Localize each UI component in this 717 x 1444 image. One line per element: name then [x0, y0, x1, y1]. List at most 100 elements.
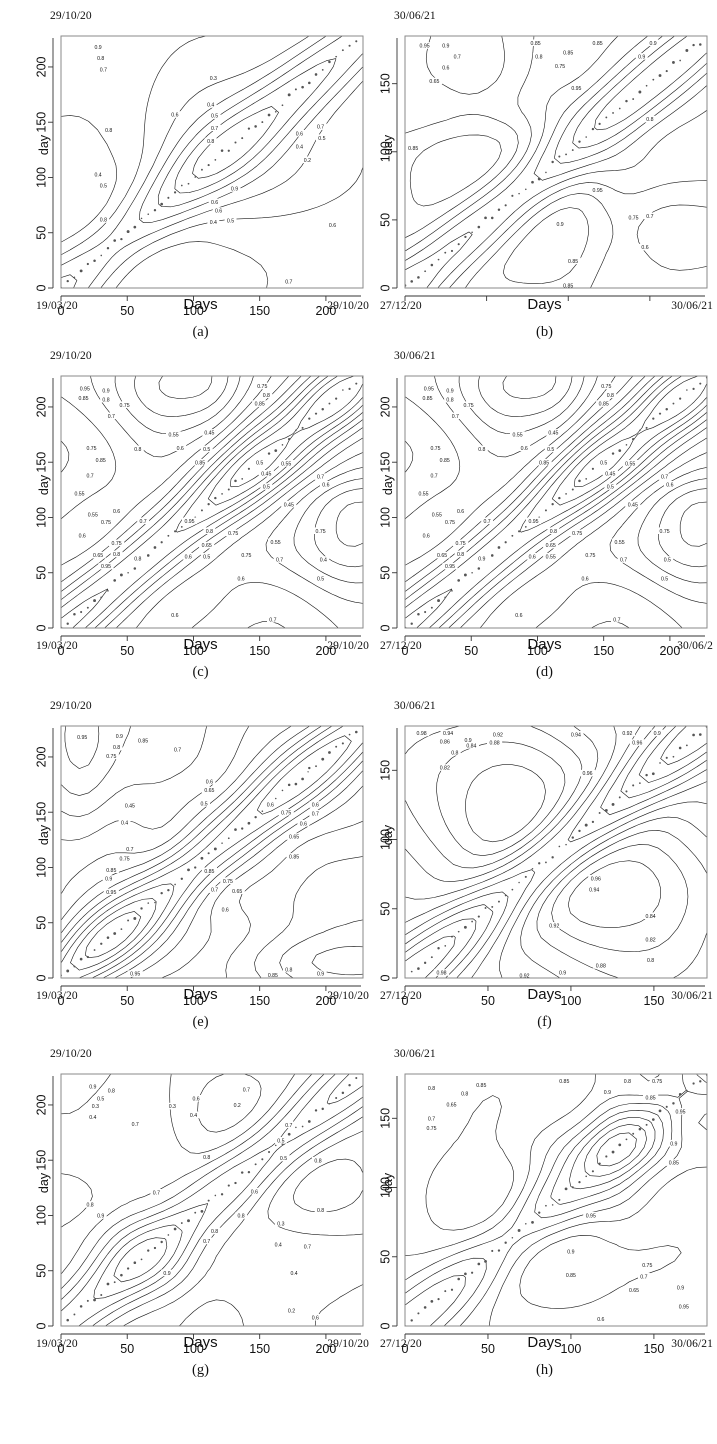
contour-line: [157, 36, 363, 208]
diagonal-marker: [321, 68, 324, 71]
contour-label: 0.7: [86, 474, 93, 480]
y-axis-tick-label: 150: [35, 112, 49, 133]
contour-line: [405, 1275, 466, 1326]
diagonal-marker: [504, 541, 507, 544]
diagonal-marker: [652, 78, 655, 81]
diagonal-marker: [207, 503, 210, 506]
contour-label: 0.7: [317, 125, 324, 131]
contour-label: 0.8: [428, 1086, 435, 1092]
corner-date-top-left: 29/10/20: [50, 700, 92, 712]
diagonal-marker: [558, 496, 561, 500]
contour-label-bg: [117, 855, 133, 862]
contour-label: 0.55: [513, 433, 523, 439]
diagonal-marker: [180, 877, 183, 880]
contour-line: [449, 180, 707, 288]
contour-line: [679, 501, 707, 547]
contour-label: 0.55: [74, 491, 84, 497]
contour-group: 0.95 0.9 0.85 0.85 0.9 0.7 0.8 0.85 0.9 0.6 0.75 0.…: [405, 36, 707, 288]
contour-label-bg: [267, 615, 279, 623]
diagonal-marker: [705, 376, 707, 379]
contour-label: 0.6: [79, 533, 86, 539]
contour-label: 0.55: [88, 512, 98, 518]
contour-line: [405, 1074, 596, 1257]
contour-label: 0.85: [289, 855, 299, 861]
contour-line: [61, 274, 78, 288]
diagonal-marker: [167, 196, 170, 199]
contour-label: 0.9: [317, 972, 324, 978]
diagonal-marker: [140, 907, 143, 910]
contour-label-bg: [204, 137, 217, 145]
contour-label-bg: [320, 481, 332, 488]
diagonal-marker: [672, 61, 675, 64]
contour-line: [520, 816, 707, 978]
contour-line: [405, 376, 664, 608]
y-axis-tick-label: 100: [35, 857, 49, 878]
contour-line: [100, 167, 363, 288]
corner-date-bottom-left: 27/12/20: [380, 1338, 422, 1350]
diagonal-marker: [544, 509, 547, 512]
plot-area-c: 0.95 0.90.85 0.80.750.750.80.850.70.55 0.45…: [35, 375, 364, 658]
contour-label: 0.8: [461, 1092, 468, 1098]
diagonal-marker: [294, 88, 297, 91]
contour-label-bg: [590, 39, 606, 47]
diagonal-marker: [497, 1249, 501, 1252]
contour-label: 0.85: [268, 973, 278, 979]
contour-label: 0.55: [615, 540, 625, 546]
diagonal-marker: [672, 1102, 675, 1105]
diagonal-marker: [658, 74, 662, 77]
contour-line: [61, 726, 322, 934]
contour-line: [88, 81, 363, 288]
contour-label-bg: [448, 749, 461, 756]
contour-label-bg: [314, 123, 327, 130]
contour-label: 0.8: [535, 55, 542, 61]
contour-label: 0.65: [437, 553, 447, 559]
contour-label-bg: [90, 551, 106, 559]
contour-line: [637, 478, 707, 584]
contour-label: 0.85: [568, 259, 578, 265]
contour-label-bg: [231, 1101, 244, 1109]
contour-label-bg: [94, 1095, 107, 1102]
contour-label-bg: [200, 445, 213, 453]
contour-label-bg: [419, 394, 436, 402]
contour-label: 0.4: [210, 220, 217, 226]
contour-label-bg: [97, 216, 110, 223]
y-axis-tick-label: 0: [35, 1322, 49, 1329]
contour-label-bg: [110, 743, 123, 751]
contour-label: 0.5: [280, 1156, 287, 1162]
contour-label: 0.85: [195, 460, 205, 466]
diagonal-marker: [66, 1318, 69, 1322]
contour-line: [405, 376, 616, 566]
y-axis-tick-label: 150: [379, 760, 393, 781]
contour-label-bg: [433, 969, 450, 976]
contour-line: [551, 376, 707, 506]
contour-label: 0.45: [204, 431, 214, 437]
contour-line: [70, 898, 157, 971]
contour-line: [158, 376, 213, 399]
diagonal-marker: [66, 279, 69, 283]
contour-label: 0.8: [211, 1229, 218, 1235]
contour-line: [405, 918, 477, 978]
diagonal-marker: [167, 888, 170, 892]
contour-label-bg: [166, 431, 182, 438]
contour-label: 0.9: [556, 222, 563, 228]
diagonal-marker: [113, 239, 117, 242]
contour-label: 0.45: [628, 502, 638, 508]
contour-line: [636, 204, 707, 271]
contour-label: 0.8: [607, 393, 614, 399]
diagonal-marker: [692, 387, 695, 391]
diagonal-marker: [692, 1082, 695, 1085]
panel-label: (b): [536, 324, 553, 340]
diagonal-marker: [525, 188, 527, 191]
contour-label-bg: [440, 729, 456, 737]
contour-label: 0.5: [97, 1096, 104, 1102]
contour-line: [61, 726, 344, 952]
contour-label-bg: [326, 221, 339, 229]
contour-label: 0.85: [408, 146, 418, 152]
contour-label: 0.7: [646, 214, 653, 220]
contour-label-bg: [556, 1077, 572, 1085]
contour-label: 0.5: [200, 802, 207, 808]
contour-label-bg: [544, 445, 557, 453]
diagonal-marker: [61, 974, 62, 977]
contour-label-bg: [229, 887, 245, 894]
diagonal-marker: [140, 217, 143, 220]
